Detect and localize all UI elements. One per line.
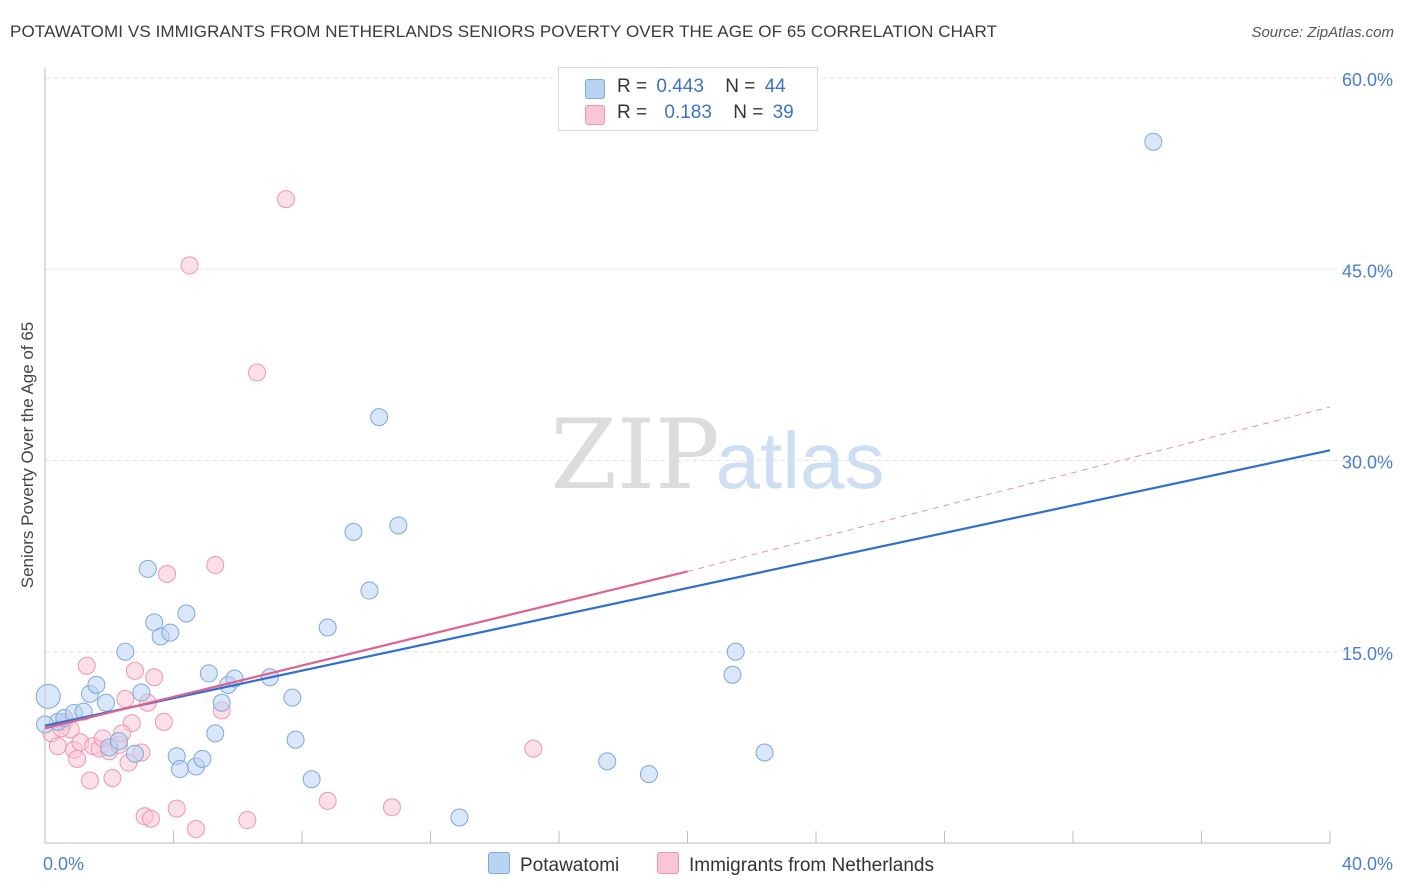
data-point-immigrants <box>318 791 337 810</box>
data-point-immigrants <box>524 739 543 758</box>
y-tick-label: 30.0% <box>1342 453 1393 473</box>
data-point-immigrants <box>276 190 295 209</box>
data-point-potawatomi <box>177 604 196 623</box>
data-point-immigrants <box>186 819 205 838</box>
legend-swatch-potawatomi <box>488 852 510 874</box>
legend-item-potawatomi: Potawatomi <box>488 852 619 877</box>
legend-n-value: 44 <box>764 76 786 97</box>
data-point-potawatomi <box>726 642 745 661</box>
data-point-potawatomi <box>1144 132 1163 151</box>
data-point-potawatomi <box>132 683 151 702</box>
data-point-potawatomi <box>206 724 225 743</box>
data-point-potawatomi <box>193 749 212 768</box>
y-tick-labels: 15.0% 30.0% 45.0% 60.0% <box>1342 70 1393 664</box>
legend-label-potawatomi: Potawatomi <box>520 855 620 876</box>
y-tick-label: 45.0% <box>1342 261 1393 281</box>
data-point-immigrants <box>80 771 99 790</box>
data-point-immigrants <box>167 799 186 818</box>
data-point-potawatomi <box>283 688 302 707</box>
legend-label-immigrants: Immigrants from Netherlands <box>689 855 934 876</box>
data-point-immigrants <box>48 737 67 756</box>
data-point-potawatomi <box>116 642 135 661</box>
data-point-immigrants <box>77 656 96 675</box>
trend-line-potawatomi <box>44 449 1331 727</box>
legend-n-label: N = <box>733 102 764 123</box>
watermark-zip: ZIP <box>550 399 719 511</box>
data-point-potawatomi <box>125 744 144 763</box>
data-point-potawatomi <box>212 693 231 712</box>
legend-r-label: R = <box>617 102 648 123</box>
stats-legend: R = 0.443 N = 44 R = 0.183 N = 39 <box>558 67 818 131</box>
data-point-potawatomi <box>109 732 128 750</box>
trend-line-immigrants <box>44 570 688 730</box>
data-point-immigrants <box>116 689 135 708</box>
legend-swatch-immigrants <box>657 852 679 874</box>
y-axis-label: Seniors Poverty Over the Age of 65 <box>18 322 37 588</box>
data-point-immigrants <box>248 363 267 382</box>
data-point-potawatomi <box>450 808 469 827</box>
y-tick-label: 60.0% <box>1342 70 1393 90</box>
source-credit: Source: ZipAtlas.com <box>1251 24 1394 41</box>
data-point-potawatomi <box>360 581 379 600</box>
data-point-potawatomi <box>302 770 321 789</box>
grid-lines <box>45 77 1395 653</box>
legend-n-value: 39 <box>772 102 794 123</box>
legend-r-label: R = <box>617 76 648 97</box>
data-point-immigrants <box>238 811 257 830</box>
data-point-potawatomi <box>286 730 305 749</box>
data-point-immigrants <box>103 768 122 787</box>
chart-title: POTAWATOMI VS IMMIGRANTS FROM NETHERLAND… <box>10 22 998 41</box>
data-point-immigrants <box>158 564 177 583</box>
x-tick-labels: 0.0% 40.0% <box>43 854 1393 874</box>
data-point-potawatomi <box>723 665 742 684</box>
data-point-potawatomi <box>138 559 157 578</box>
data-point-potawatomi <box>97 693 116 712</box>
data-point-immigrants <box>154 712 173 731</box>
data-point-immigrants <box>142 809 161 828</box>
data-point-potawatomi <box>389 516 408 535</box>
legend-item-immigrants: Immigrants from Netherlands <box>657 852 934 877</box>
data-point-immigrants <box>125 661 144 680</box>
x-tick-label: 0.0% <box>43 854 84 874</box>
legend-n-label: N = <box>725 76 756 97</box>
data-point-immigrants <box>68 749 87 768</box>
legend-swatch-immigrants <box>585 105 605 125</box>
data-point-immigrants <box>145 668 164 687</box>
x-tick-label: 40.0% <box>1342 854 1393 874</box>
legend-swatch-potawatomi <box>585 79 605 99</box>
trend-lines <box>44 406 1331 730</box>
data-point-potawatomi <box>598 752 617 771</box>
data-point-immigrants <box>180 256 199 275</box>
data-point-potawatomi <box>755 743 774 762</box>
data-point-potawatomi <box>199 664 218 683</box>
watermark: ZIP atlas <box>550 399 884 511</box>
data-point-immigrants <box>382 798 401 817</box>
data-point-potawatomi <box>161 623 180 642</box>
data-point-potawatomi <box>639 765 658 784</box>
data-point-potawatomi <box>35 683 61 709</box>
data-point-potawatomi <box>370 408 389 427</box>
legend-r-value: 0.443 <box>656 76 704 97</box>
watermark-atlas: atlas <box>716 416 885 505</box>
trend-line-immigrants-extension <box>687 406 1331 572</box>
legend-r-value: 0.183 <box>664 102 712 123</box>
data-point-potawatomi <box>318 618 337 637</box>
axes <box>44 68 1331 844</box>
data-point-potawatomi <box>344 522 363 541</box>
data-point-potawatomi <box>87 675 106 694</box>
y-tick-label: 15.0% <box>1342 644 1393 664</box>
data-point-immigrants <box>206 556 225 575</box>
data-point-potawatomi <box>170 760 189 779</box>
series-immigrants-points <box>42 190 543 838</box>
